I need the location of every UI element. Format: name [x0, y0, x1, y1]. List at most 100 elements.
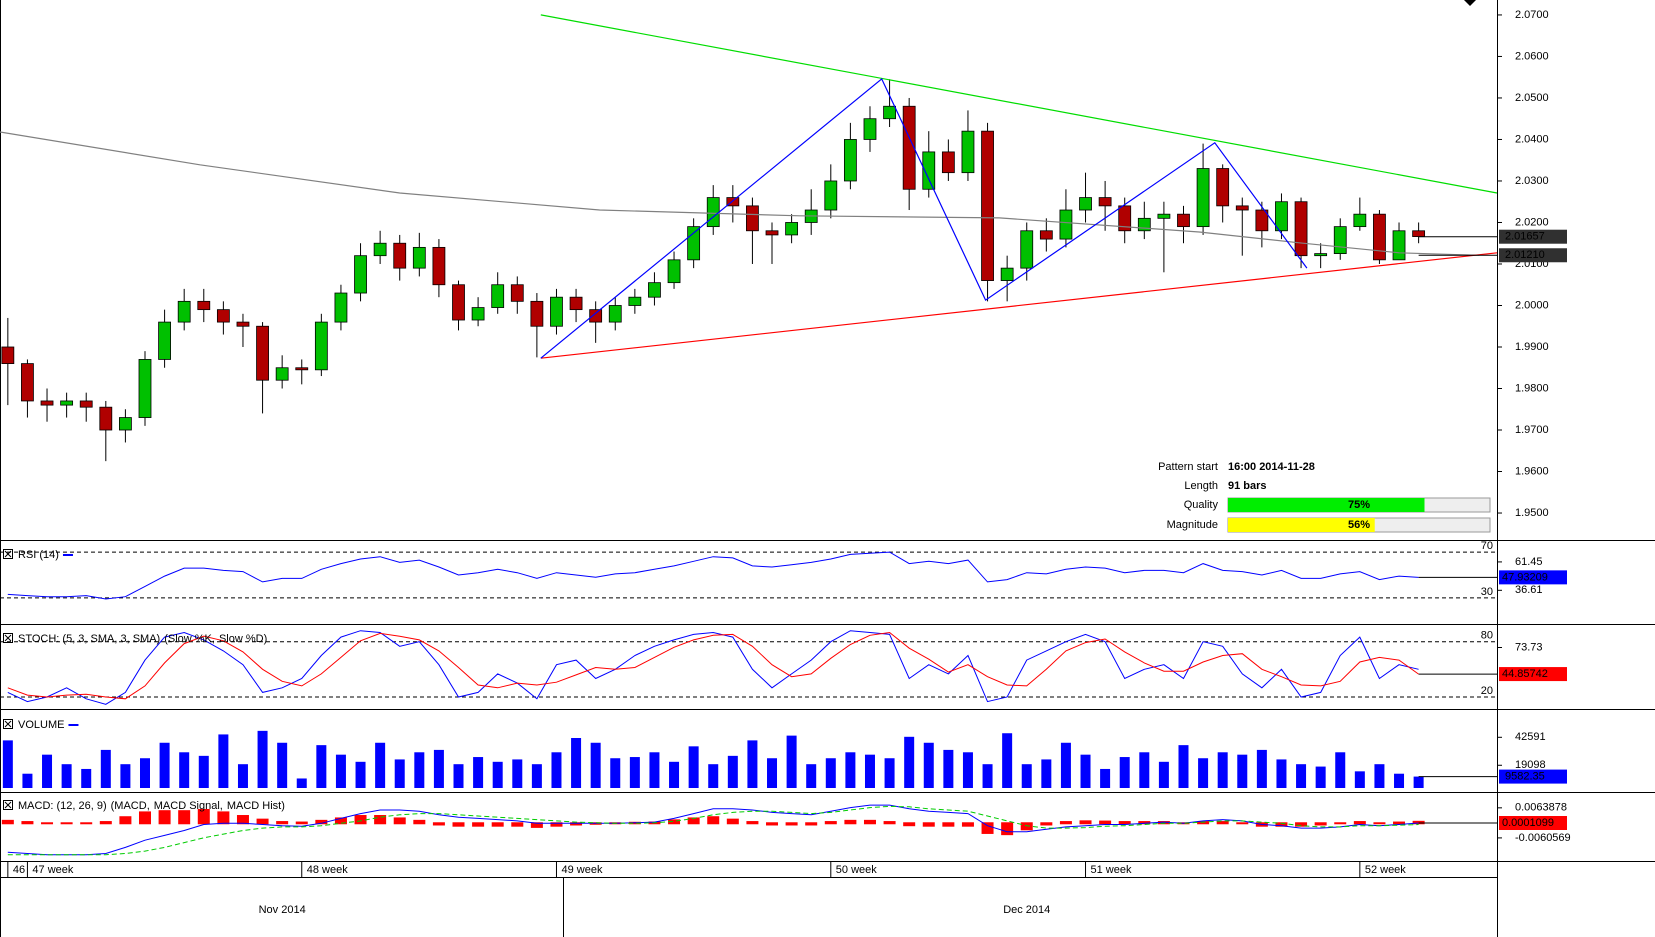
candle-body	[1196, 168, 1210, 228]
volume-bar	[884, 758, 895, 788]
volume-bar	[590, 742, 601, 788]
level-label: 20	[1481, 685, 1493, 697]
hist-bar	[746, 821, 759, 825]
hist-bar	[1, 819, 14, 825]
volume-bar	[296, 778, 307, 788]
volume-bar	[649, 752, 660, 788]
hist-bar	[942, 822, 955, 827]
candle-body	[687, 226, 701, 261]
volume-bar	[1335, 752, 1346, 788]
volume-bar	[1100, 768, 1111, 788]
y-tick-label: 1.9800	[1515, 382, 1549, 394]
indicator-line	[7, 631, 1419, 700]
volume-bar	[159, 742, 170, 788]
y-tick-label: 73.73	[1515, 641, 1543, 653]
x-tick-label: 46	[13, 864, 25, 876]
candle-body	[1333, 226, 1347, 255]
hist-bar	[687, 817, 700, 825]
candle-body	[922, 151, 936, 190]
close-icon[interactable]	[3, 719, 13, 729]
candle-body	[354, 255, 367, 294]
indicator-line	[7, 804, 1419, 856]
volume-bar	[2, 740, 13, 788]
volume-bar	[551, 752, 562, 788]
candle-body	[236, 321, 250, 327]
y-tick-label: 1.9900	[1515, 341, 1549, 353]
hist-bar	[1236, 822, 1249, 825]
price-marker-label: 2.01657	[1505, 231, 1545, 243]
candle-body	[1, 346, 15, 364]
hist-bar	[452, 822, 465, 827]
value-box-label: 47.93209	[1502, 571, 1548, 583]
y-tick-label: 36.61	[1515, 584, 1543, 596]
candle-body	[1000, 267, 1014, 281]
level-label: 30	[1481, 586, 1493, 598]
candle-body	[843, 139, 857, 182]
hist-bar	[1157, 821, 1170, 825]
volume-bar	[1198, 758, 1209, 788]
overlay-line	[540, 14, 1498, 194]
pattern-value: 16:00 2014-11-28	[1228, 461, 1315, 473]
candle-body	[471, 307, 485, 321]
hist-bar	[315, 819, 328, 825]
candle-body	[40, 400, 54, 406]
hist-bar	[726, 818, 739, 825]
candle-body	[1412, 230, 1426, 237]
x-tick-label: 48 week	[307, 864, 348, 876]
month-label: Dec 2014	[1003, 904, 1050, 916]
y-tick-label: 2.0000	[1515, 299, 1549, 311]
volume-bar	[1237, 754, 1248, 788]
pattern-value: 75%	[1348, 499, 1370, 511]
candle-body	[530, 300, 544, 327]
candle-body	[334, 292, 348, 323]
candle-body	[295, 367, 309, 371]
volume-bar	[473, 757, 484, 788]
close-icon[interactable]	[3, 800, 13, 810]
y-tick-label: 19098	[1515, 759, 1546, 771]
y-tick-label: 1.9500	[1515, 507, 1549, 519]
hist-bar	[766, 822, 779, 826]
price-marker-label: 2.01210	[1505, 249, 1545, 261]
candle-body	[432, 246, 446, 286]
value-box-label: 44.85742	[1502, 668, 1548, 680]
volume-bar	[825, 758, 836, 788]
volume-bar	[492, 761, 503, 788]
candle-body	[275, 367, 289, 381]
value-box	[1499, 816, 1567, 831]
candle-body	[1118, 205, 1132, 232]
volume-bar	[1217, 752, 1228, 788]
close-icon[interactable]	[3, 633, 13, 643]
candle-body	[452, 284, 465, 321]
candle-body	[1255, 209, 1269, 232]
volume-bar	[864, 754, 875, 788]
hist-bar	[922, 822, 935, 827]
volume-bar	[198, 755, 209, 788]
volume-bar	[943, 749, 954, 788]
candle-body	[1216, 168, 1230, 207]
candle-body	[1059, 209, 1073, 240]
pattern-value: 56%	[1348, 519, 1370, 531]
hist-bar	[1079, 820, 1092, 825]
hist-bar	[432, 822, 445, 826]
volume-bar	[1178, 745, 1189, 788]
hist-bar	[41, 822, 54, 825]
hist-bar	[668, 819, 681, 825]
hist-bar	[472, 822, 485, 827]
legend-entry: (Slow %K,	[164, 633, 215, 645]
volume-bar	[708, 764, 719, 788]
hist-bar	[707, 816, 720, 825]
hist-bar	[530, 822, 543, 828]
volume-bar	[1374, 764, 1385, 788]
hist-bar	[295, 821, 308, 825]
candle-body	[550, 296, 563, 327]
pattern-bar	[1228, 518, 1375, 532]
x-tick-label: 47 week	[32, 864, 73, 876]
value-box	[1499, 769, 1567, 784]
level-label: 80	[1481, 630, 1493, 642]
candle-body	[765, 230, 779, 236]
hist-bar	[1099, 820, 1112, 825]
price-marker-box	[1499, 229, 1567, 244]
candle-body	[177, 300, 191, 323]
candle-body	[902, 105, 916, 190]
